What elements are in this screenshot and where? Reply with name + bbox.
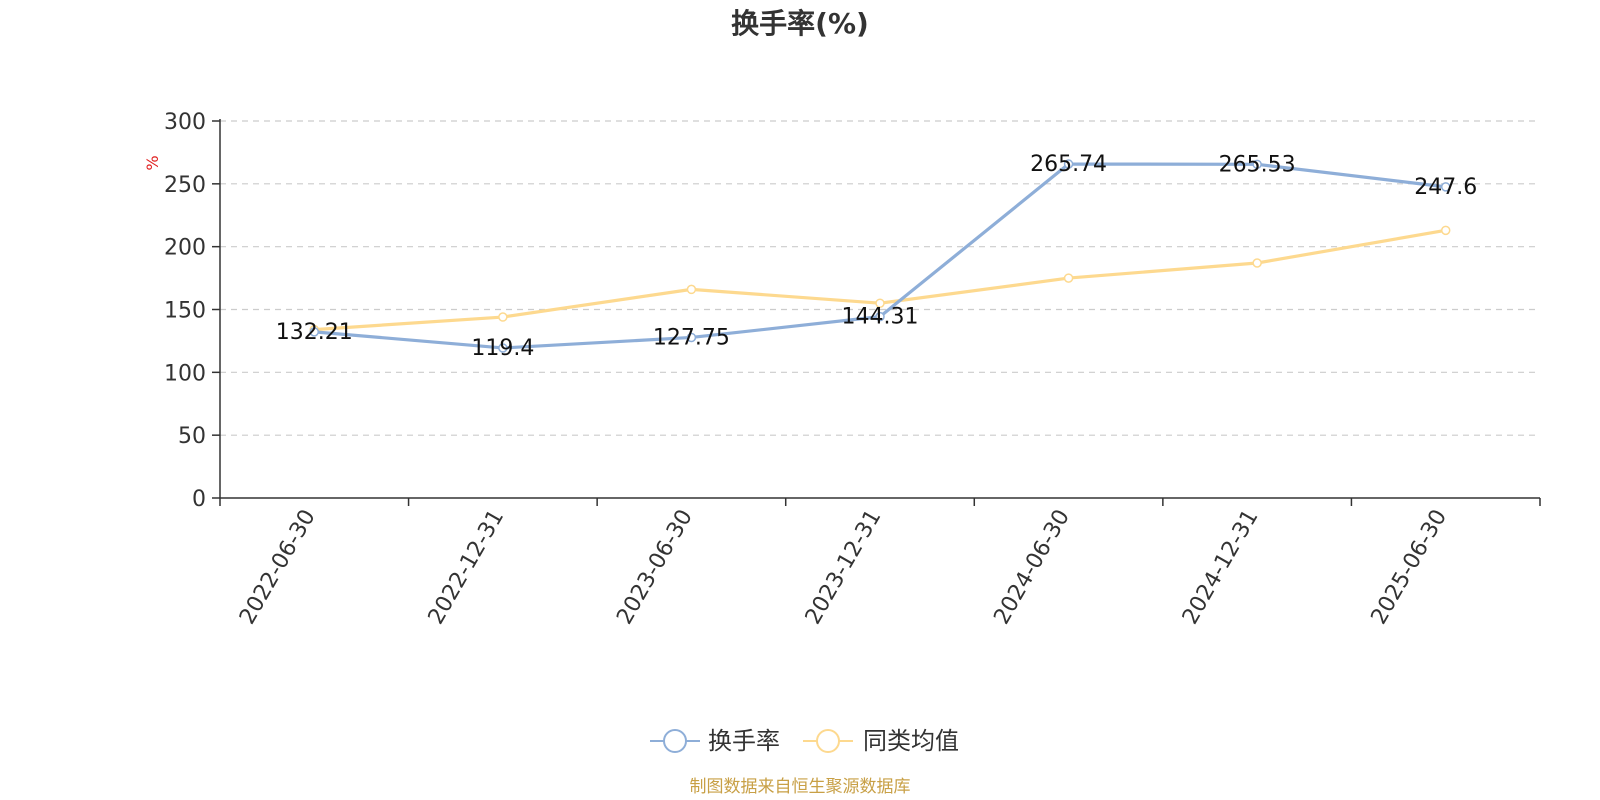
legend-item-peer-average[interactable]: 同类均值 [803, 727, 959, 755]
legend[interactable]: 换手率 同类均值 [650, 727, 959, 755]
x-tick-label-2022-12-31: 2022-12-31 [424, 506, 510, 629]
series-0-point-3 [875, 311, 885, 322]
y-tick-label-300: 300 [164, 110, 206, 135]
data-label-6: 247.6 [1414, 175, 1477, 200]
series-1-point-1 [498, 312, 508, 322]
y-tick-label-0: 0 [192, 487, 206, 512]
series-0-point-4 [1063, 159, 1074, 169]
y-tick-label-200: 200 [164, 236, 206, 261]
y-tick-label-50: 50 [178, 424, 206, 449]
series-1-point-4 [1063, 273, 1074, 283]
y-axis-unit-label: % [143, 155, 162, 170]
data-label-3: 144.31 [842, 305, 919, 330]
x-tick-label-2023-06-30: 2023-06-30 [612, 506, 698, 629]
legend-marker-peer-average [816, 729, 840, 753]
data-labels: 132.21 119.4 127.75 144.31 265.74 265.53 247.6 [276, 152, 1477, 361]
y-tick-label-150: 150 [164, 299, 206, 324]
series-0-point-2 [686, 332, 697, 343]
data-label-1: 119.4 [471, 336, 534, 361]
legend-label-peer-average: 同类均值 [863, 727, 959, 755]
series-lines [309, 159, 1451, 353]
series-1-point-5 [1252, 258, 1262, 268]
series-0-point-6 [1440, 182, 1451, 192]
legend-item-turnover-rate[interactable]: 换手率 [650, 727, 780, 755]
series-0-point-5 [1252, 159, 1262, 170]
x-tick-label-2022-06-30: 2022-06-30 [235, 506, 321, 629]
x-tick-label-2024-06-30: 2024-06-30 [989, 506, 1075, 629]
y-tick-label-100: 100 [164, 361, 206, 386]
data-label-4: 265.74 [1030, 152, 1107, 177]
data-label-2: 127.75 [653, 325, 730, 350]
grid-lines [220, 120, 1540, 436]
data-source-note: 制图数据来自恒生聚源数据库 [690, 777, 911, 797]
chart-title: 换手率(%) [731, 7, 869, 40]
data-label-5: 265.53 [1219, 152, 1296, 177]
series-0-point-1 [498, 343, 508, 353]
legend-marker-turnover-rate [663, 729, 687, 753]
legend-label-turnover-rate: 换手率 [708, 727, 780, 755]
x-tick-label-2025-06-30: 2025-06-30 [1367, 506, 1453, 629]
series-1-point-3 [875, 298, 885, 308]
x-tick-label-2024-12-31: 2024-12-31 [1178, 506, 1264, 629]
y-tick-label-250: 250 [164, 173, 206, 198]
data-label-0: 132.21 [276, 320, 353, 345]
series-0-point-0 [309, 327, 320, 337]
series-1-point-6 [1440, 225, 1451, 236]
x-tick-label-2023-12-31: 2023-12-31 [801, 506, 887, 629]
series-1-point-2 [686, 284, 697, 295]
axes: 0 50 100 150 200 250 300 2022-06-30 2022-12-31 20… [164, 110, 1541, 629]
